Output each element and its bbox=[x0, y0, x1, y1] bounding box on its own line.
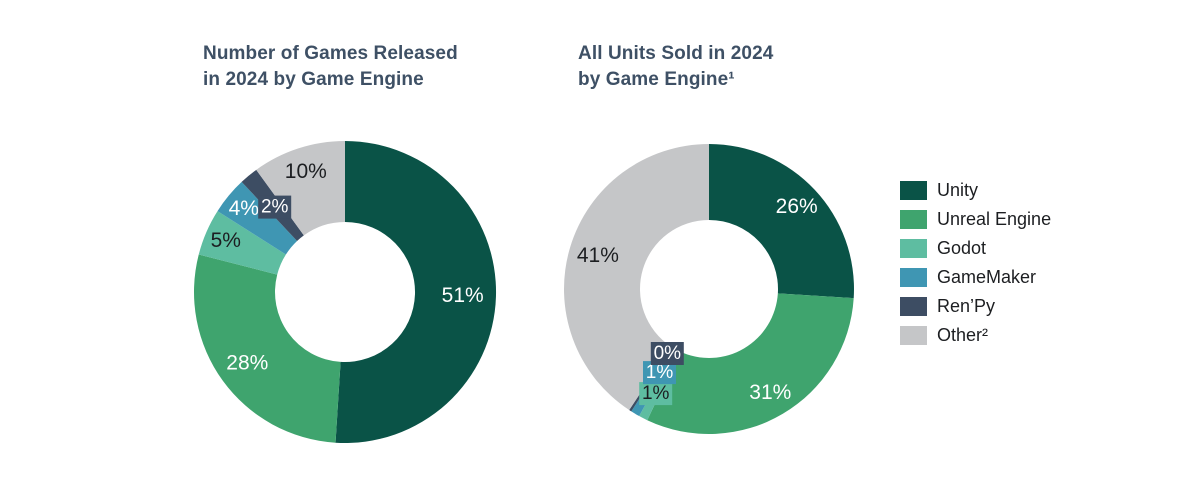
donut-0-slice-godot bbox=[198, 211, 286, 275]
legend-swatch-gamemaker bbox=[900, 268, 927, 287]
donut-1-data-label-unity: 26% bbox=[776, 195, 818, 218]
donut-1-label-box-gamemaker bbox=[643, 361, 676, 385]
donut-0-data-label-renpy: 2% bbox=[261, 197, 289, 218]
legend: Unity Unreal Engine Godot GameMaker Ren’Py Ot… bbox=[900, 180, 1052, 355]
donut-1-slice-other bbox=[564, 144, 709, 411]
legend-label: Ren’Py bbox=[937, 296, 996, 316]
legend-item-unity: Unity bbox=[900, 180, 1051, 200]
donut-1-data-label-unreal: 31% bbox=[749, 381, 791, 404]
donut-0-label-box-renpy bbox=[258, 195, 292, 219]
legend-label: GameMaker bbox=[937, 267, 1037, 287]
donut-0-data-label-other: 10% bbox=[285, 160, 327, 183]
donut-1-label-box-godot bbox=[639, 382, 673, 406]
donut-0-data-label-unity: 51% bbox=[442, 284, 484, 307]
legend-item-renpy: Ren’Py bbox=[900, 296, 1051, 316]
donut-1-data-label-renpy: 0% bbox=[654, 343, 682, 364]
legend-label: Godot bbox=[937, 238, 987, 258]
legend-swatch-unreal bbox=[900, 210, 927, 229]
chart-title-released: Number of Games Released in 2024 by Game… bbox=[203, 43, 458, 91]
donut-0-data-label-unreal: 28% bbox=[226, 352, 268, 375]
legend-label: Other² bbox=[937, 325, 989, 345]
donut-0-slice-unreal bbox=[193, 254, 341, 443]
legend-swatch-other bbox=[900, 326, 927, 345]
donut-1-slice-unity bbox=[709, 144, 854, 299]
donut-0-slice-other bbox=[256, 141, 345, 236]
legend-item-gamemaker: GameMaker bbox=[900, 267, 1051, 287]
donut-1-data-label-godot: 1% bbox=[642, 383, 670, 404]
donut-1-data-label-other: 41% bbox=[577, 244, 619, 267]
legend-swatch-renpy bbox=[900, 297, 927, 316]
chart-title-sold: All Units Sold in 2024 by Game Engine¹ bbox=[578, 43, 774, 91]
donut-1-label-box-renpy bbox=[650, 342, 684, 365]
donut-0-slice-unity bbox=[335, 141, 497, 443]
legend-label: Unreal Engine bbox=[937, 209, 1052, 229]
donut-1-data-label-gamemaker: 1% bbox=[646, 362, 674, 383]
legend-item-godot: Godot bbox=[900, 238, 1051, 258]
legend-label: Unity bbox=[937, 180, 979, 200]
donut-0-data-label-gamemaker: 4% bbox=[229, 197, 259, 220]
donut-0-slice-gamemaker bbox=[217, 181, 298, 255]
legend-swatch-unity bbox=[900, 181, 927, 200]
legend-swatch-godot bbox=[900, 239, 927, 258]
legend-item-other: Other² bbox=[900, 325, 1051, 345]
donut-1-slice-unreal bbox=[647, 293, 854, 434]
donut-0-data-label-godot: 5% bbox=[211, 229, 241, 252]
legend-item-unreal: Unreal Engine bbox=[900, 209, 1052, 229]
